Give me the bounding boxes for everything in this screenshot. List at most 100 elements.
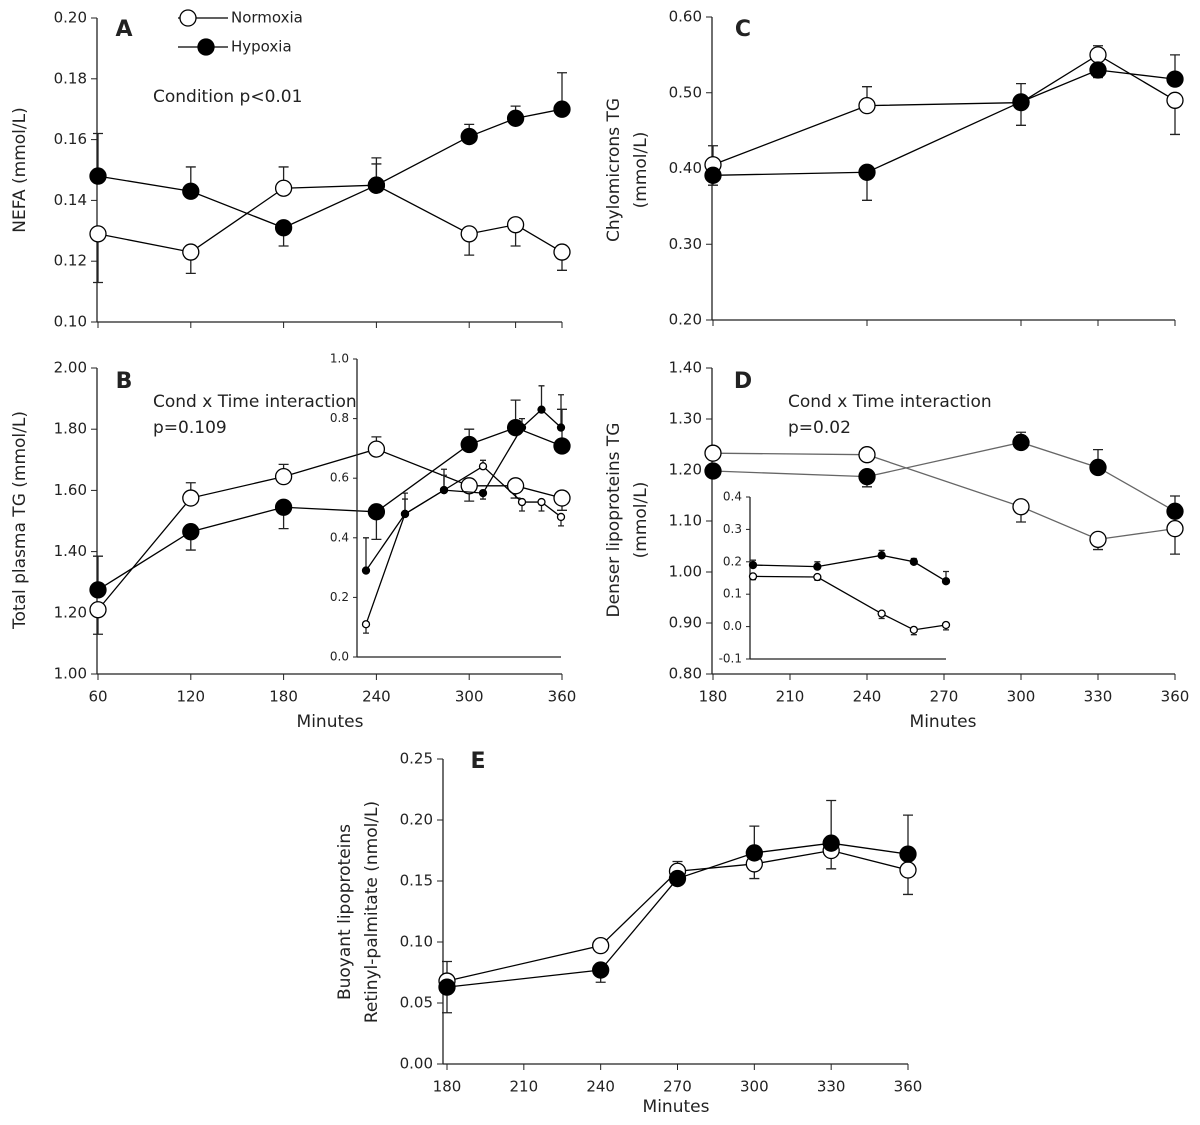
marker (1012, 498, 1030, 516)
marker (592, 961, 610, 979)
annotation: p=0.02 (788, 418, 851, 438)
x-tick-label: 180 (269, 688, 298, 706)
panel-label: B (116, 369, 133, 394)
marker (182, 489, 200, 507)
marker (537, 497, 546, 507)
marker (1012, 433, 1030, 452)
marker (460, 435, 478, 454)
y-tick-label: 0.4 (330, 530, 349, 544)
y-tick-label: 0.05 (400, 994, 433, 1012)
y-tick-label: 1.60 (54, 481, 87, 499)
marker (367, 503, 386, 521)
marker (553, 100, 571, 118)
x-tick-label: 240 (853, 688, 882, 706)
x-tick-label: 360 (1161, 688, 1190, 706)
marker (439, 485, 449, 495)
series-line (97, 426, 563, 591)
y-tick-label: 1.80 (54, 420, 87, 438)
marker (460, 127, 478, 146)
series-line (97, 108, 563, 229)
marker (274, 219, 293, 237)
y-tick-label: 0.15 (400, 872, 433, 890)
y-tick-label: 1.00 (669, 563, 702, 581)
x-tick-label: 300 (1007, 688, 1036, 706)
y-tick-label: 1.10 (669, 512, 702, 530)
y-tick-label: 0.8 (330, 411, 349, 425)
y-axis-label: (mmol/L) (631, 482, 651, 559)
y-tick-label: 0.50 (669, 83, 702, 101)
marker (517, 423, 527, 432)
marker (748, 560, 758, 570)
x-tick-label: 300 (455, 688, 484, 706)
y-axis-label: Total plasma TG (mmol/L) (10, 411, 30, 630)
series-line (446, 842, 909, 988)
marker (877, 609, 886, 618)
marker (858, 467, 876, 486)
marker (274, 179, 293, 197)
marker (89, 167, 107, 185)
y-tick-label: 0.60 (669, 8, 702, 26)
marker (858, 163, 876, 181)
y-tick-label: 0.90 (669, 614, 702, 632)
marker (537, 405, 546, 414)
panel-label: D (734, 369, 752, 394)
marker (274, 467, 293, 486)
series-line (752, 575, 947, 631)
x-tick-label: 330 (1084, 688, 1113, 706)
y-tick-label: 0.2 (330, 590, 349, 604)
x-tick-label: 300 (740, 1078, 769, 1096)
marker (553, 489, 571, 507)
panel-label: E (470, 749, 485, 774)
annotation: p=0.109 (153, 418, 227, 438)
marker (438, 978, 456, 996)
x-tick-label: 270 (930, 688, 959, 706)
y-tick-label: 1.00 (54, 665, 87, 683)
x-axis-label: Minutes (297, 712, 364, 732)
panel-label: A (115, 17, 132, 42)
y-tick-label: 0.12 (54, 252, 87, 270)
marker (813, 572, 822, 582)
y-tick-label: 1.40 (54, 542, 87, 560)
marker (813, 562, 822, 571)
marker (858, 96, 876, 115)
y-tick-label: 0.40 (669, 159, 702, 177)
y-tick-label: 0.20 (669, 311, 702, 329)
marker (592, 937, 610, 955)
marker (1089, 458, 1107, 477)
marker (899, 861, 917, 879)
marker (941, 620, 951, 630)
marker (506, 477, 525, 495)
marker (822, 834, 840, 852)
marker (909, 625, 918, 634)
marker (182, 243, 200, 261)
x-tick-label: 270 (663, 1078, 692, 1096)
annotation: Cond x Time interaction (788, 392, 992, 412)
marker (506, 216, 525, 234)
x-tick-label: 360 (548, 688, 577, 706)
y-tick-label: 0.30 (669, 235, 702, 253)
marker (941, 577, 951, 586)
error-bar (363, 537, 369, 571)
y-tick-label: -0.1 (719, 652, 742, 666)
series-line (97, 184, 563, 253)
marker (1166, 502, 1184, 520)
y-tick-label: 0.10 (400, 933, 433, 951)
marker (1012, 93, 1030, 111)
marker (553, 437, 571, 455)
y-axis-label: Chylomicrons TG (604, 98, 624, 242)
marker (460, 477, 478, 495)
y-tick-label: 0.6 (330, 471, 349, 485)
marker (1089, 530, 1107, 549)
x-tick-label: 180 (699, 688, 728, 706)
y-tick-label: 1.20 (54, 603, 87, 621)
x-tick-label: 180 (433, 1078, 462, 1096)
y-tick-label: 0.80 (669, 665, 702, 683)
marker (89, 225, 107, 243)
marker (1166, 91, 1184, 109)
y-axis-label: Retinyl-palmitate (nmol/L) (362, 801, 382, 1023)
x-axis-label: Minutes (643, 1097, 710, 1117)
marker (556, 512, 566, 522)
marker (1166, 520, 1184, 538)
marker (361, 620, 371, 629)
y-tick-label: 1.30 (669, 410, 702, 428)
